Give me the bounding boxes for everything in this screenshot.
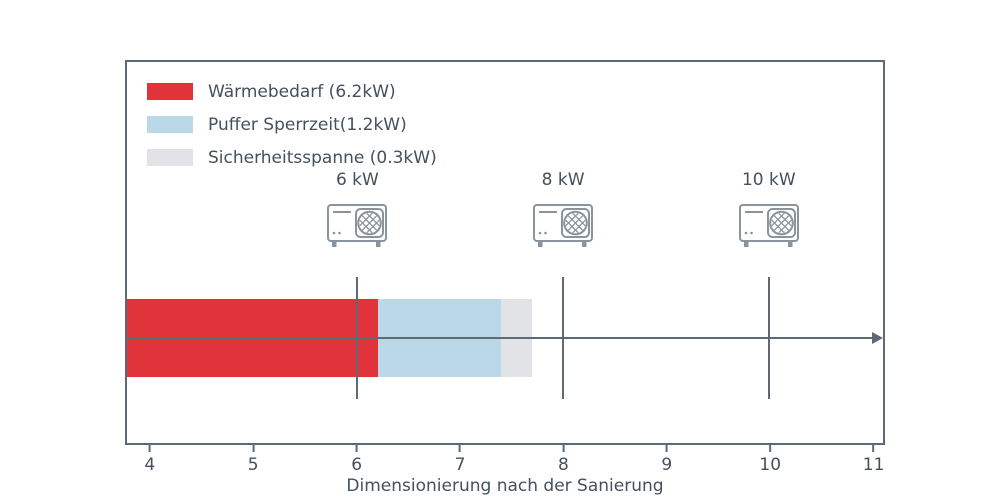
tick-mark: [459, 445, 462, 452]
pump-size-label: 10 kW: [741, 170, 796, 190]
legend-label: Puffer Sperrzeit(1.2kW): [208, 114, 407, 135]
tick-label: 8: [557, 455, 569, 475]
tick-mark: [665, 445, 668, 452]
tick-mark: [562, 445, 565, 452]
legend-row: Sicherheitsspanne (0.3kW): [147, 141, 437, 174]
tick-mark: [252, 445, 255, 452]
tick-label: 5: [247, 455, 259, 475]
tick-label: 11: [862, 455, 885, 475]
legend-swatch: [147, 83, 193, 100]
tick-label: 9: [661, 455, 673, 475]
heat-pump-icon: [530, 197, 596, 253]
heat-pump-icon: [736, 197, 802, 253]
tick-label: 6: [351, 455, 363, 475]
x-tick: 5: [248, 445, 259, 475]
x-tick: 6: [351, 445, 362, 475]
x-tick: 4: [144, 445, 155, 475]
pump-marker-line: [356, 277, 359, 399]
legend: Wärmebedarf (6.2kW) Puffer Sperrzeit(1.2…: [147, 75, 437, 174]
tick-mark: [769, 445, 772, 452]
x-tick: 11: [862, 445, 885, 475]
x-tick: 7: [454, 445, 466, 475]
legend-swatch: [147, 116, 193, 133]
legend-swatch: [147, 149, 193, 166]
tick-label: 10: [759, 455, 782, 475]
tick-label: 7: [454, 455, 466, 475]
legend-row: Wärmebedarf (6.2kW): [147, 75, 437, 108]
x-axis-ticks: 4 5 6 7 8 9 10 11: [125, 443, 885, 483]
x-tick: 10: [759, 445, 781, 475]
legend-label: Wärmebedarf (6.2kW): [208, 81, 396, 102]
pump-markers: 6 kW: [127, 62, 883, 443]
tick-mark: [148, 445, 151, 452]
pump-size-label: 6 kW: [335, 170, 379, 190]
pump-size-label: 8 kW: [541, 170, 585, 190]
x-axis-label: Dimensionierung nach der Sanierung: [346, 476, 664, 496]
legend-label: Sicherheitsspanne (0.3kW): [208, 147, 437, 168]
tick-mark: [872, 445, 875, 452]
plot-area: Wärmebedarf (6.2kW) Puffer Sperrzeit(1.2…: [125, 60, 885, 445]
tick-mark: [355, 445, 358, 452]
x-tick: 8: [558, 445, 569, 475]
pump-marker-line: [562, 277, 565, 399]
heat-pump-icon: [324, 197, 390, 253]
tick-label: 4: [144, 455, 156, 475]
x-tick: 9: [661, 445, 672, 475]
pump-marker-line: [767, 277, 770, 399]
x-axis-arrow: [127, 332, 883, 344]
legend-row: Puffer Sperrzeit(1.2kW): [147, 108, 437, 141]
arrowhead-icon: [872, 332, 883, 344]
